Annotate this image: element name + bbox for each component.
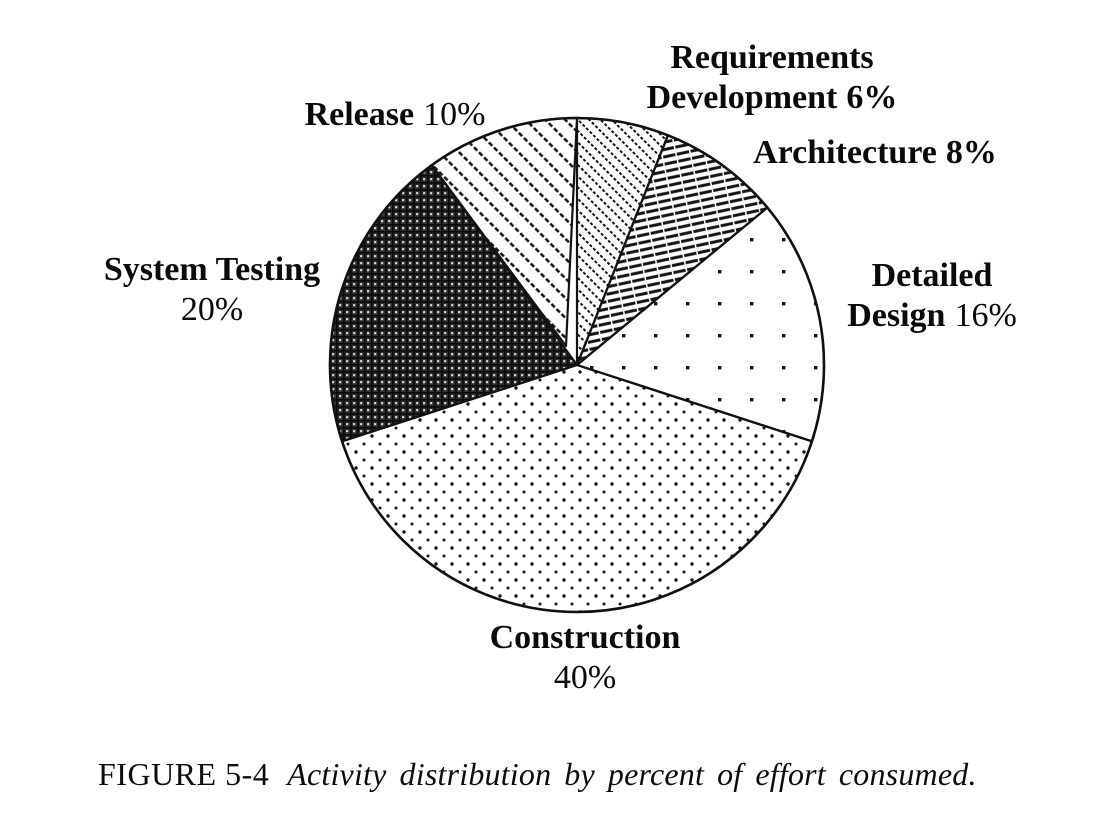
system-testing-pct: 20% bbox=[180, 291, 244, 328]
detailed-name2: Design bbox=[847, 297, 946, 334]
construction-line1: Construction bbox=[490, 618, 681, 658]
requirements-name2: Development bbox=[646, 79, 838, 116]
construction-name: Construction bbox=[489, 619, 681, 656]
pie-outline-circle bbox=[328, 116, 826, 614]
architecture-name: Architecture bbox=[753, 134, 937, 171]
detailed-line2: Design 16% bbox=[847, 296, 1017, 336]
detailed-name1: Detailed bbox=[871, 257, 993, 294]
detailed-pct: 16% bbox=[954, 297, 1017, 334]
requirements-line2: Development 6% bbox=[647, 78, 898, 118]
system-testing-line2: 20% bbox=[104, 290, 320, 330]
requirements-line1: Requirements bbox=[647, 38, 898, 78]
label-requirements-development: Requirements Development 6% bbox=[647, 38, 898, 118]
label-construction: Construction 40% bbox=[490, 618, 681, 698]
pie-slices-group bbox=[328, 116, 826, 614]
construction-line2: 40% bbox=[490, 658, 681, 698]
system-testing-name: System Testing bbox=[103, 251, 321, 288]
system-testing-line1: System Testing bbox=[104, 250, 320, 290]
architecture-pct: 8% bbox=[945, 134, 997, 171]
detailed-line1: Detailed bbox=[847, 256, 1017, 296]
release-pct: 10% bbox=[423, 96, 486, 133]
label-architecture: Architecture 8% bbox=[753, 133, 997, 173]
label-detailed-design: Detailed Design 16% bbox=[847, 256, 1017, 336]
requirements-pct: 6% bbox=[846, 79, 898, 116]
construction-pct: 40% bbox=[553, 659, 617, 696]
caption-label: FIGURE 5-4 bbox=[98, 756, 270, 792]
figure-caption: FIGURE 5-4 Activity distribution by perce… bbox=[98, 756, 977, 793]
release-name: Release bbox=[304, 96, 415, 133]
label-system-testing: System Testing 20% bbox=[104, 250, 320, 330]
label-release: Release 10% bbox=[305, 95, 486, 135]
caption-text: Activity distribution by percent of effo… bbox=[287, 756, 977, 792]
requirements-name1: Requirements bbox=[670, 39, 874, 76]
